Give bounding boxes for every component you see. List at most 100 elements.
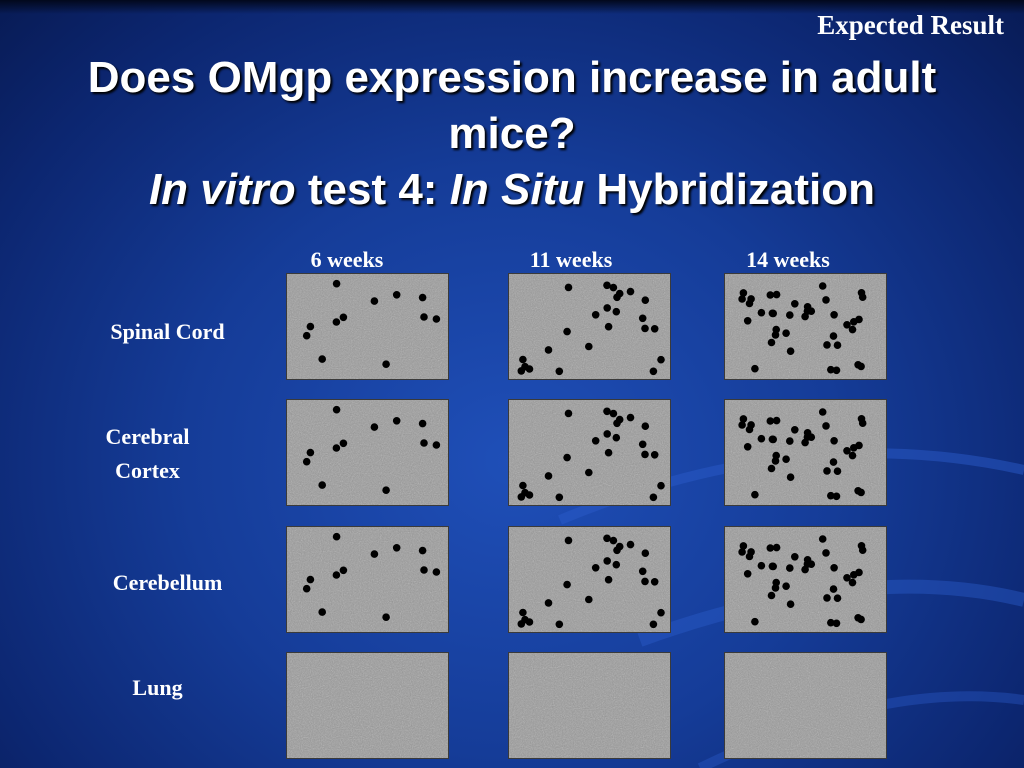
- tissue-texture: [509, 527, 670, 632]
- title-italic-in-vitro: In vitro: [148, 165, 296, 214]
- hybridization-image-lung-11-weeks: [508, 652, 671, 759]
- signal-dot: [786, 437, 794, 445]
- signal-dot: [751, 364, 759, 373]
- tissue-texture: [725, 400, 886, 505]
- tissue-texture: [725, 274, 886, 379]
- signal-dot: [638, 314, 647, 323]
- signal-dot: [768, 309, 777, 318]
- signal-dot: [432, 441, 441, 449]
- signal-dot: [603, 281, 611, 290]
- signal-dot: [766, 417, 775, 425]
- row-label-cerebral-cortex: Cerebral Cortex: [80, 420, 215, 488]
- signal-dot: [766, 544, 775, 552]
- signal-dot: [626, 287, 635, 296]
- signal-dot: [382, 360, 390, 368]
- row-label-cerebellum: Cerebellum: [90, 566, 245, 600]
- signal-dot: [767, 464, 776, 473]
- signal-dot: [649, 367, 658, 376]
- signal-dot: [822, 549, 830, 557]
- tissue-texture: [509, 274, 670, 379]
- signal-dot: [585, 595, 593, 604]
- signal-dot: [829, 585, 838, 593]
- signal-dot: [855, 441, 863, 450]
- title-line-3: In vitro test 4: In Situ Hybridization: [0, 162, 1024, 218]
- signal-dot: [757, 434, 766, 443]
- signal-dot: [370, 423, 379, 431]
- signal-dot: [772, 543, 781, 552]
- signal-dot: [613, 293, 621, 302]
- tissue-texture: [509, 653, 670, 758]
- signal-dot: [563, 580, 571, 589]
- title-line-2: mice?: [448, 109, 576, 158]
- signal-dot: [739, 289, 748, 297]
- signal-dot: [745, 425, 754, 434]
- signal-dot: [738, 421, 746, 429]
- signal-dot: [332, 405, 341, 414]
- signal-dot: [332, 444, 341, 452]
- signal-dot: [823, 467, 831, 475]
- signal-dot: [751, 617, 759, 626]
- signal-dot: [306, 448, 315, 457]
- signal-dot: [638, 567, 647, 576]
- signal-dot: [829, 458, 838, 466]
- hybridization-image-lung-6-weeks: [286, 652, 449, 759]
- signal-dot: [791, 300, 799, 308]
- signal-dot: [604, 322, 613, 331]
- tissue-texture: [287, 274, 448, 379]
- column-label-6-weeks: 6 weeks: [310, 247, 384, 272]
- signal-dot: [743, 443, 752, 451]
- signal-dot: [382, 613, 390, 621]
- signal-dot: [803, 556, 812, 564]
- signal-dot: [641, 577, 649, 586]
- signal-dot: [544, 472, 553, 480]
- signal-dot: [563, 453, 571, 462]
- signal-dot: [833, 341, 842, 349]
- signal-dot: [603, 557, 611, 565]
- signal-dot: [657, 481, 665, 490]
- signal-dot: [827, 491, 835, 500]
- signal-dot: [848, 451, 857, 460]
- signal-dot: [822, 422, 830, 430]
- signal-dot: [603, 534, 611, 543]
- signal-dot: [843, 447, 851, 455]
- signal-dot: [612, 307, 621, 316]
- signal-dot: [432, 568, 441, 576]
- signal-dot: [591, 564, 600, 572]
- signal-dot: [657, 608, 665, 617]
- signal-dot: [641, 549, 650, 557]
- signal-dot: [855, 315, 863, 324]
- signal-dot: [555, 367, 564, 376]
- signal-dot: [757, 308, 766, 317]
- row-label-cortex-text: Cortex: [115, 458, 180, 483]
- title-hybridization: Hybridization: [584, 165, 876, 214]
- signal-dot: [585, 342, 593, 351]
- signal-dot: [757, 561, 766, 570]
- signal-dot: [854, 361, 862, 369]
- row-label-lung-text: Lung: [132, 675, 183, 700]
- signal-dot: [302, 457, 311, 466]
- tissue-texture: [725, 653, 886, 758]
- signal-dot: [857, 415, 866, 423]
- signal-dot: [564, 409, 573, 418]
- signal-dot: [822, 296, 830, 304]
- signal-dot: [803, 303, 812, 311]
- row-label-lung: Lung: [90, 671, 225, 705]
- signal-dot: [604, 448, 613, 457]
- signal-dot: [738, 548, 746, 556]
- signal-dot: [782, 455, 790, 463]
- signal-dot: [392, 417, 401, 425]
- column-label-11-weeks: 11 weeks: [529, 247, 613, 272]
- signal-dot: [766, 291, 775, 299]
- row-label-spinal-cord: Spinal Cord: [90, 315, 245, 349]
- signal-dot: [772, 416, 781, 425]
- title-line-1: Does OMgp expression increase in adult: [87, 53, 937, 102]
- signal-dot: [829, 332, 838, 340]
- signal-dot: [650, 451, 659, 459]
- signal-dot: [791, 426, 799, 434]
- signal-dot: [818, 535, 827, 543]
- signal-dot: [830, 564, 838, 572]
- signal-dot: [432, 315, 441, 323]
- signal-dot: [855, 568, 863, 577]
- signal-dot: [771, 584, 780, 592]
- signal-dot: [649, 493, 658, 502]
